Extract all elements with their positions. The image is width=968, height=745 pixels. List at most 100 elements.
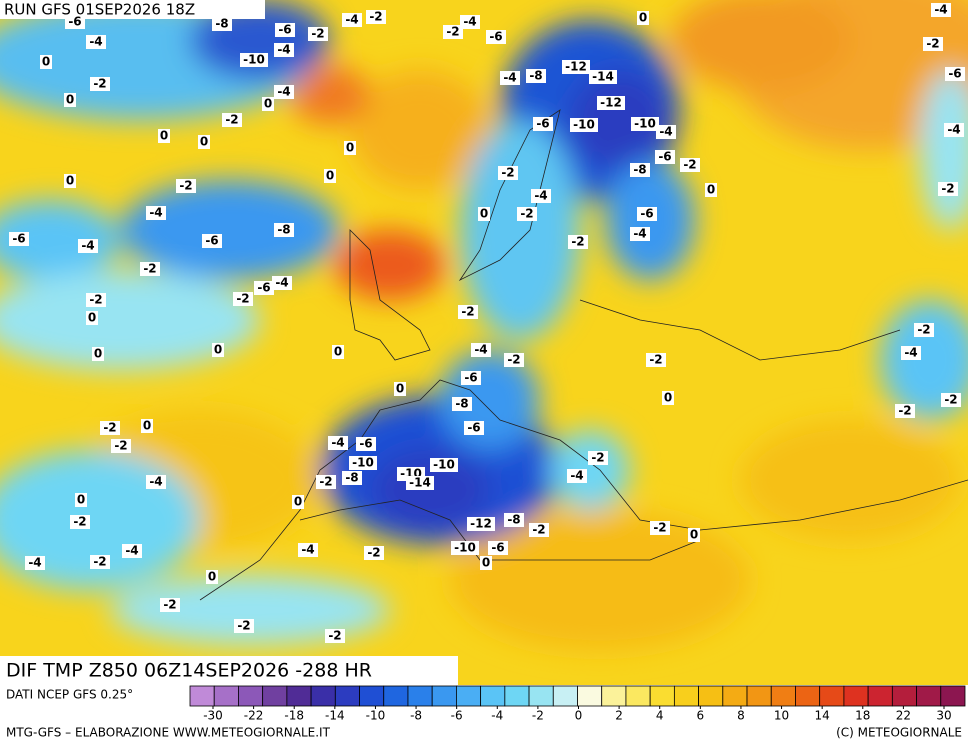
contour-label-bg (86, 311, 98, 325)
colorbar-swatch (746, 685, 772, 707)
contour-label: -4 (275, 276, 288, 290)
colorbar-tick-label: -2 (532, 709, 544, 723)
colorbar-swatch (601, 685, 627, 707)
contour-label-bg (272, 276, 292, 290)
contour-label-bg (504, 353, 524, 367)
contour-label-bg (328, 436, 348, 450)
contour-label: -6 (12, 232, 25, 246)
contour-labels: -6 -8 -6-4 -2 -4-2-4-10-4-2 -6-12-140-20-40-2… (9, 3, 965, 643)
contour-label: -4 (89, 35, 102, 49)
contour-label-bg (111, 439, 131, 453)
colorbar-swatch (528, 685, 554, 707)
contour-label-bg (394, 382, 406, 396)
colorbar-swatch (891, 685, 917, 707)
contour-label-bg (562, 60, 590, 74)
contour-label-bg (122, 544, 142, 558)
contour-label-bg (430, 458, 458, 472)
contour-label: -2 (225, 113, 238, 127)
contour-label: -6 (278, 23, 291, 37)
colorbar-tick-label: 2 (615, 709, 623, 723)
colorbar-tick-label: 18 (855, 709, 870, 723)
colorbar-tick-label: -8 (410, 709, 422, 723)
contour-label: -2 (941, 182, 954, 196)
contour-label-bg (64, 93, 76, 107)
contour-label: -2 (649, 353, 662, 367)
contour-label-bg (92, 347, 104, 361)
footer-box (0, 656, 458, 685)
contour-label-bg (332, 345, 344, 359)
contour-label: -8 (215, 17, 228, 31)
contour-label-bg (70, 515, 90, 529)
contour-label-bg (452, 397, 472, 411)
colorbar-tick-label: 4 (656, 709, 664, 723)
colorbar-swatch (431, 685, 457, 707)
contour-label: -2 (461, 305, 474, 319)
contour-label-bg (461, 371, 481, 385)
contour-label: -2 (944, 393, 957, 407)
contour-label: -2 (501, 166, 514, 180)
contour-label: -8 (633, 163, 646, 177)
contour-label-bg (467, 517, 495, 531)
colorbar-swatch (649, 685, 675, 707)
contour-label: -4 (331, 436, 344, 450)
contour-label-bg (533, 117, 553, 131)
colorbar-swatch (456, 685, 482, 707)
contour-label: -8 (529, 69, 542, 83)
contour-label: 0 (94, 347, 102, 361)
contour-label-bg (342, 471, 362, 485)
contour-label-bg (240, 53, 268, 67)
contour-label-bg (526, 69, 546, 83)
contour-label: -10 (634, 117, 656, 131)
colorbar-swatch (722, 685, 748, 707)
contour-label: 0 (396, 382, 404, 396)
contour-label-bg (895, 404, 915, 418)
contour-label: -6 (489, 30, 502, 44)
contour-label: -2 (89, 293, 102, 307)
contour-label: -2 (591, 451, 604, 465)
contour-label-bg (254, 281, 274, 295)
colorbar-swatch (625, 685, 651, 707)
colorbar-swatch (698, 685, 724, 707)
colorbar-tick-label: -4 (491, 709, 503, 723)
contour-label-bg (656, 125, 676, 139)
contour-label: -10 (454, 541, 476, 555)
colorbar-tick-label: 0 (575, 709, 583, 723)
contour-label: 0 (214, 343, 222, 357)
contour-label-bg (504, 513, 524, 527)
contour-label-bg (344, 141, 356, 155)
contour-label: -6 (68, 15, 81, 29)
contour-label: -2 (103, 421, 116, 435)
contour-label-bg (65, 15, 85, 29)
contour-label-bg (212, 17, 232, 31)
contour-label: -4 (947, 123, 960, 137)
contour-label-bg (517, 207, 537, 221)
contour-label-bg (176, 179, 196, 193)
credit-right: (C) METEOGIORNALE (836, 726, 962, 740)
contour-label: -4 (659, 125, 672, 139)
colorbar-swatch (189, 685, 215, 707)
contour-label-bg (662, 391, 674, 405)
contour-label: -4 (534, 189, 547, 203)
contour-label-bg (570, 118, 598, 132)
contour-label-bg (589, 70, 617, 84)
field-title: DIF TMP Z850 06Z14SEP2026 -288 HR (6, 660, 372, 682)
contour-label: -6 (491, 541, 504, 555)
contour-label-bg (90, 77, 110, 91)
contour-label-bg (688, 528, 700, 542)
contour-label-bg (298, 543, 318, 557)
contour-label: -12 (565, 60, 587, 74)
contour-label-bg (680, 158, 700, 172)
contour-label-bg (292, 495, 304, 509)
contour-label-bg (938, 182, 958, 196)
contour-label: 0 (690, 528, 698, 542)
contour-label: -6 (205, 234, 218, 248)
contour-label-bg (646, 353, 666, 367)
colorbar-swatch (770, 685, 796, 707)
contour-label: -2 (571, 235, 584, 249)
colorbar-tick-label: 14 (815, 709, 830, 723)
contour-label-bg (488, 541, 508, 555)
contour-label: -2 (507, 353, 520, 367)
contour-label: -2 (917, 323, 930, 337)
contour-label: 0 (66, 174, 74, 188)
